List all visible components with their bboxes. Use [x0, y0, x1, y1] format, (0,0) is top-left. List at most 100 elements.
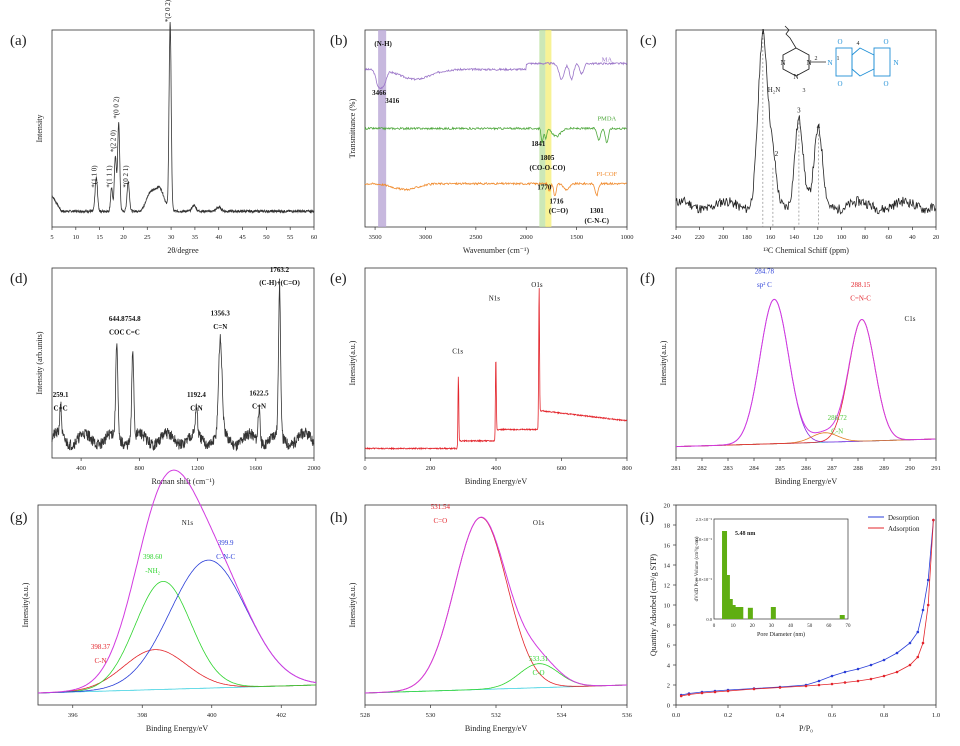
- x-tick-label: 800: [134, 465, 144, 472]
- label: O: [883, 38, 888, 46]
- data-point: [778, 686, 782, 689]
- x-tick-label: 160: [766, 234, 776, 241]
- annotation: 1716: [549, 197, 564, 205]
- label: N: [780, 59, 785, 67]
- panel-e: (e) 0 200 400 600 800 Binding Energy/eV Intensi…: [330, 267, 632, 486]
- panel-c: (c) 240 220 200 180 160 140 120 100 80 60 40 20 ¹³C C…: [640, 25, 940, 255]
- annotation: N1s: [489, 294, 501, 302]
- annotation: 1356.3: [211, 310, 231, 318]
- data-point: [882, 674, 886, 678]
- panel-a: (a) 5 10 15 20 25 30 35 40 45 50 55 60 2θ/degree Inten…: [10, 0, 317, 255]
- annotation: C=O: [433, 517, 447, 525]
- data-point: [856, 667, 860, 671]
- annotation: 288.15: [851, 281, 871, 289]
- x-tick-label: 2000: [308, 465, 321, 472]
- envelope-line: [37, 469, 317, 694]
- inset-bar: [839, 615, 845, 619]
- data-point: [869, 677, 873, 681]
- data-point: [869, 663, 873, 667]
- y-axis-label: Transmittance (%): [348, 98, 357, 158]
- x-tick-label: 0.2: [724, 712, 732, 719]
- data-point: [908, 641, 912, 645]
- annotation: C=N-C: [850, 294, 871, 302]
- inset-x-tick-label: 0: [713, 624, 716, 629]
- axes-frame: [364, 504, 628, 706]
- data-point: [895, 670, 899, 674]
- data-point: [843, 681, 847, 684]
- y-tick-label: 10: [664, 603, 671, 610]
- label: 1: [837, 56, 840, 62]
- annotation: 4: [817, 123, 821, 131]
- y-tick-label: 16: [664, 543, 671, 550]
- annotation: sp² C: [757, 281, 772, 289]
- x-tick-label: 20: [120, 234, 127, 241]
- annotation: 531.54: [431, 503, 451, 511]
- inset-bar: [724, 575, 730, 619]
- x-tick-label: 0.4: [776, 712, 785, 719]
- x-tick-label: 20: [933, 234, 940, 241]
- annotation: C-N: [831, 427, 843, 435]
- inset-bar: [734, 607, 740, 619]
- annotation: *(0 2 1): [122, 165, 130, 188]
- x-tick-label: 1600: [249, 465, 262, 472]
- x-tick-label: 55: [287, 234, 294, 241]
- x-tick-label: 0.8: [880, 712, 888, 719]
- inset-bar: [730, 605, 736, 619]
- legend-label: MA: [602, 57, 613, 64]
- inset-x-tick-label: 70: [846, 624, 852, 629]
- x-tick-label: 287: [827, 465, 838, 472]
- label: N: [793, 73, 798, 81]
- x-tick-label: 400: [76, 465, 86, 472]
- data-point: [856, 679, 860, 683]
- inset-bar: [727, 599, 733, 619]
- annotation: 1: [761, 28, 765, 36]
- annotation: 1841: [531, 140, 546, 148]
- panel-i: (i) 0.0 0.2 0.4 0.6 0.8 1.0 0 2 4 6 8 10 12 14 16 18 20 P/…: [640, 503, 940, 734]
- raman-line: [51, 278, 315, 452]
- envelope-line: [676, 298, 936, 448]
- series-line-Adsorption: [681, 519, 934, 697]
- data-point: [700, 691, 704, 695]
- legend-label: Adsorption: [888, 525, 920, 533]
- inset-y-tick-label: 1.0×10⁻³: [696, 577, 713, 582]
- annotation: 533.31: [529, 655, 549, 663]
- x-tick-label: 400: [491, 465, 501, 472]
- x-tick-label: 400: [207, 712, 217, 719]
- annotation: 644.8: [109, 315, 125, 323]
- data-point: [726, 689, 730, 693]
- y-tick-label: 14: [664, 563, 671, 570]
- label: N: [827, 59, 832, 67]
- inset-frame: [713, 518, 849, 620]
- x-axis-label: ¹³C Chemical Schiff (ppm): [763, 246, 849, 255]
- annotation: C=C: [54, 405, 68, 413]
- y-axis-label: Intensity(a.u.): [659, 340, 668, 385]
- x-axis-label: Roman shift (cm⁻¹): [151, 477, 214, 486]
- data-point: [752, 687, 756, 691]
- y-tick-label: 2: [667, 683, 670, 690]
- axes-frame: [675, 267, 937, 459]
- data-point: [713, 690, 717, 694]
- annotation: C-N-C: [216, 553, 235, 561]
- annotation: 2: [775, 150, 779, 158]
- label: H₂N: [768, 86, 781, 94]
- annotation: (N-H): [374, 40, 392, 48]
- x-tick-label: 240: [671, 234, 681, 241]
- series-line-MA: [364, 61, 628, 90]
- annotation: *(2 0 2): [164, 0, 172, 22]
- axes-frame: [675, 29, 937, 228]
- inset-x-tick-label: 60: [826, 624, 832, 629]
- data-point: [830, 674, 834, 678]
- annotation: N1s: [182, 519, 194, 527]
- data-point: [830, 682, 834, 686]
- inset-y-tick-label: 2.5×10⁻³: [696, 517, 713, 522]
- data-point: [679, 694, 683, 698]
- annotation: C-N: [190, 405, 202, 413]
- axes-frame: [51, 267, 315, 459]
- x-tick-label: 60: [885, 234, 892, 241]
- x-tick-label: 402: [276, 712, 286, 719]
- y-axis-label: Intensity(a.u.): [348, 582, 357, 627]
- y-axis-label: Intensity (arb.units): [35, 331, 44, 394]
- y-axis-label: Intensity(a.u.): [348, 340, 357, 385]
